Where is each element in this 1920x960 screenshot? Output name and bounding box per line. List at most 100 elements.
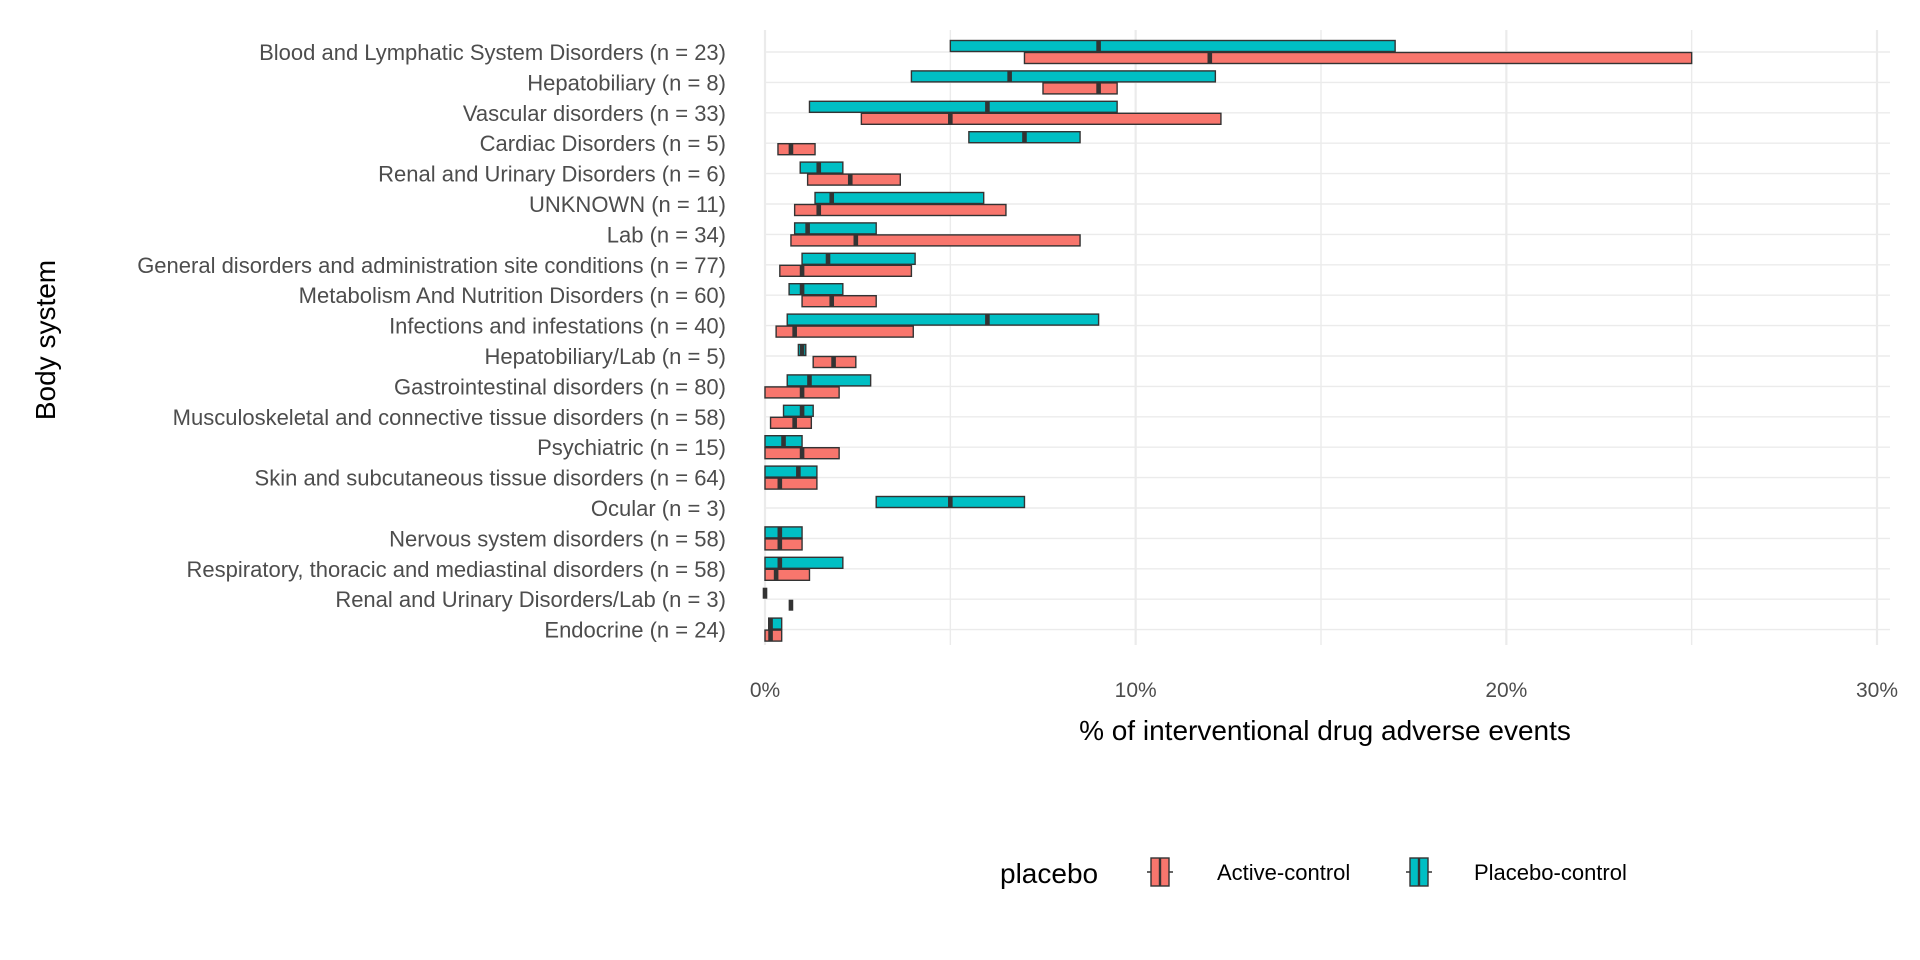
box-median bbox=[773, 569, 779, 581]
box-active-control bbox=[764, 538, 803, 551]
box-median bbox=[777, 478, 783, 490]
box-median bbox=[762, 587, 768, 599]
box-rect bbox=[910, 70, 1217, 83]
box-rect bbox=[786, 374, 872, 387]
box-rect bbox=[777, 142, 816, 156]
box-rect bbox=[764, 629, 783, 642]
box-median bbox=[799, 405, 805, 417]
box-median bbox=[781, 435, 786, 447]
legend-label: Placebo-control bbox=[1474, 860, 1627, 885]
y-tick-label: Skin and subcutaneous tissue disorders (… bbox=[255, 466, 726, 491]
box-rect bbox=[799, 161, 844, 174]
box-median bbox=[831, 356, 836, 368]
x-tick-label: 0% bbox=[750, 679, 780, 702]
y-tick-label: Ocular (n = 3) bbox=[591, 496, 726, 521]
box-active-control bbox=[806, 173, 901, 186]
y-axis-title: Body system bbox=[30, 260, 61, 420]
box-placebo-control bbox=[788, 283, 844, 296]
x-tick-labels: 0% 10% 20% 30% bbox=[750, 679, 1898, 702]
box-placebo-control bbox=[949, 39, 1396, 53]
box-median bbox=[948, 113, 953, 125]
box-rect bbox=[788, 283, 844, 296]
box-median bbox=[807, 374, 812, 386]
boxes bbox=[762, 39, 1693, 642]
box-median bbox=[985, 314, 990, 326]
y-tick-label: Musculoskeletal and connective tissue di… bbox=[173, 405, 726, 430]
x-axis-title: % of interventional drug adverse events bbox=[1079, 715, 1571, 746]
box-median bbox=[805, 222, 810, 234]
legend-label: Active-control bbox=[1217, 860, 1350, 885]
y-tick-label: Nervous system disorders (n = 58) bbox=[389, 526, 726, 551]
box-active-control bbox=[779, 264, 913, 277]
box-active-control bbox=[801, 295, 877, 308]
box-median bbox=[768, 618, 773, 630]
y-tick-label: Metabolism And Nutrition Disorders (n = … bbox=[299, 283, 726, 308]
box-active-control bbox=[775, 325, 914, 338]
box-median bbox=[829, 192, 835, 204]
box-rect bbox=[790, 234, 1081, 247]
box-rect bbox=[793, 222, 877, 235]
box-placebo-control bbox=[768, 617, 783, 630]
box-rect bbox=[764, 556, 844, 569]
y-tick-labels: Blood and Lymphatic System Disorders (n … bbox=[137, 40, 726, 643]
box-placebo-control bbox=[814, 191, 985, 205]
box-median bbox=[799, 283, 805, 295]
y-tick-label: Psychiatric (n = 15) bbox=[537, 435, 726, 460]
y-tick-label: Endocrine (n = 24) bbox=[544, 618, 726, 643]
y-tick-label: Gastrointestinal disorders (n = 80) bbox=[394, 374, 726, 399]
box-active-control bbox=[764, 386, 840, 399]
legend-title: placebo bbox=[1000, 858, 1098, 889]
box-active-control bbox=[790, 234, 1081, 247]
x-tick-label: 10% bbox=[1115, 679, 1157, 702]
y-tick-label: Cardiac Disorders (n = 5) bbox=[480, 131, 726, 156]
box-median bbox=[777, 557, 783, 569]
box-median bbox=[816, 204, 822, 216]
box-median bbox=[847, 174, 853, 186]
box-median bbox=[799, 447, 805, 459]
box-active-control bbox=[860, 112, 1222, 126]
box-active-control bbox=[764, 447, 840, 460]
box-rect bbox=[764, 477, 818, 490]
box-placebo-control bbox=[875, 495, 1026, 509]
box-active-control bbox=[764, 568, 811, 581]
box-active-control bbox=[1023, 51, 1693, 65]
box-rect bbox=[793, 203, 1007, 217]
box-placebo-control bbox=[968, 130, 1081, 144]
box-median bbox=[777, 538, 783, 550]
box-active-control bbox=[769, 416, 813, 429]
y-tick-label: Hepatobiliary (n = 8) bbox=[527, 70, 726, 95]
box-rect bbox=[764, 526, 803, 539]
box-placebo-control bbox=[764, 526, 803, 539]
box-rect bbox=[764, 568, 811, 581]
y-tick-label: Respiratory, thoracic and mediastinal di… bbox=[187, 557, 726, 582]
y-tick-label: Blood and Lymphatic System Disorders (n … bbox=[259, 40, 726, 65]
box-active-control bbox=[777, 142, 816, 156]
box-placebo-control bbox=[786, 313, 1100, 326]
box-median bbox=[1096, 82, 1101, 94]
box-placebo-control bbox=[808, 100, 1118, 114]
y-tick-label: Renal and Urinary Disorders/Lab (n = 3) bbox=[335, 587, 726, 612]
box-placebo-control bbox=[764, 435, 803, 448]
y-tick-label: Vascular disorders (n = 33) bbox=[463, 101, 726, 126]
box-rect bbox=[779, 264, 913, 277]
box-median bbox=[788, 599, 794, 611]
box-median bbox=[825, 253, 831, 265]
box-median bbox=[1022, 131, 1027, 143]
box-median bbox=[816, 162, 822, 174]
grid bbox=[763, 30, 1890, 645]
y-tick-label: Hepatobiliary/Lab (n = 5) bbox=[484, 344, 726, 369]
box-median bbox=[853, 234, 859, 246]
box-rect bbox=[801, 252, 916, 266]
box-active-control bbox=[788, 599, 794, 611]
box-median bbox=[985, 101, 990, 113]
box-active-control bbox=[764, 629, 783, 642]
box-rect bbox=[1042, 82, 1118, 95]
legend-entry: Placebo-control bbox=[1406, 857, 1627, 887]
box-rect bbox=[775, 325, 914, 338]
box-rect bbox=[808, 100, 1118, 114]
box-rect bbox=[764, 465, 818, 478]
legend: placebo Active-control Placebo-control bbox=[1000, 857, 1627, 889]
y-tick-label: Renal and Urinary Disorders (n = 6) bbox=[378, 162, 726, 187]
box-rect bbox=[801, 295, 877, 308]
box-rect bbox=[860, 112, 1222, 126]
